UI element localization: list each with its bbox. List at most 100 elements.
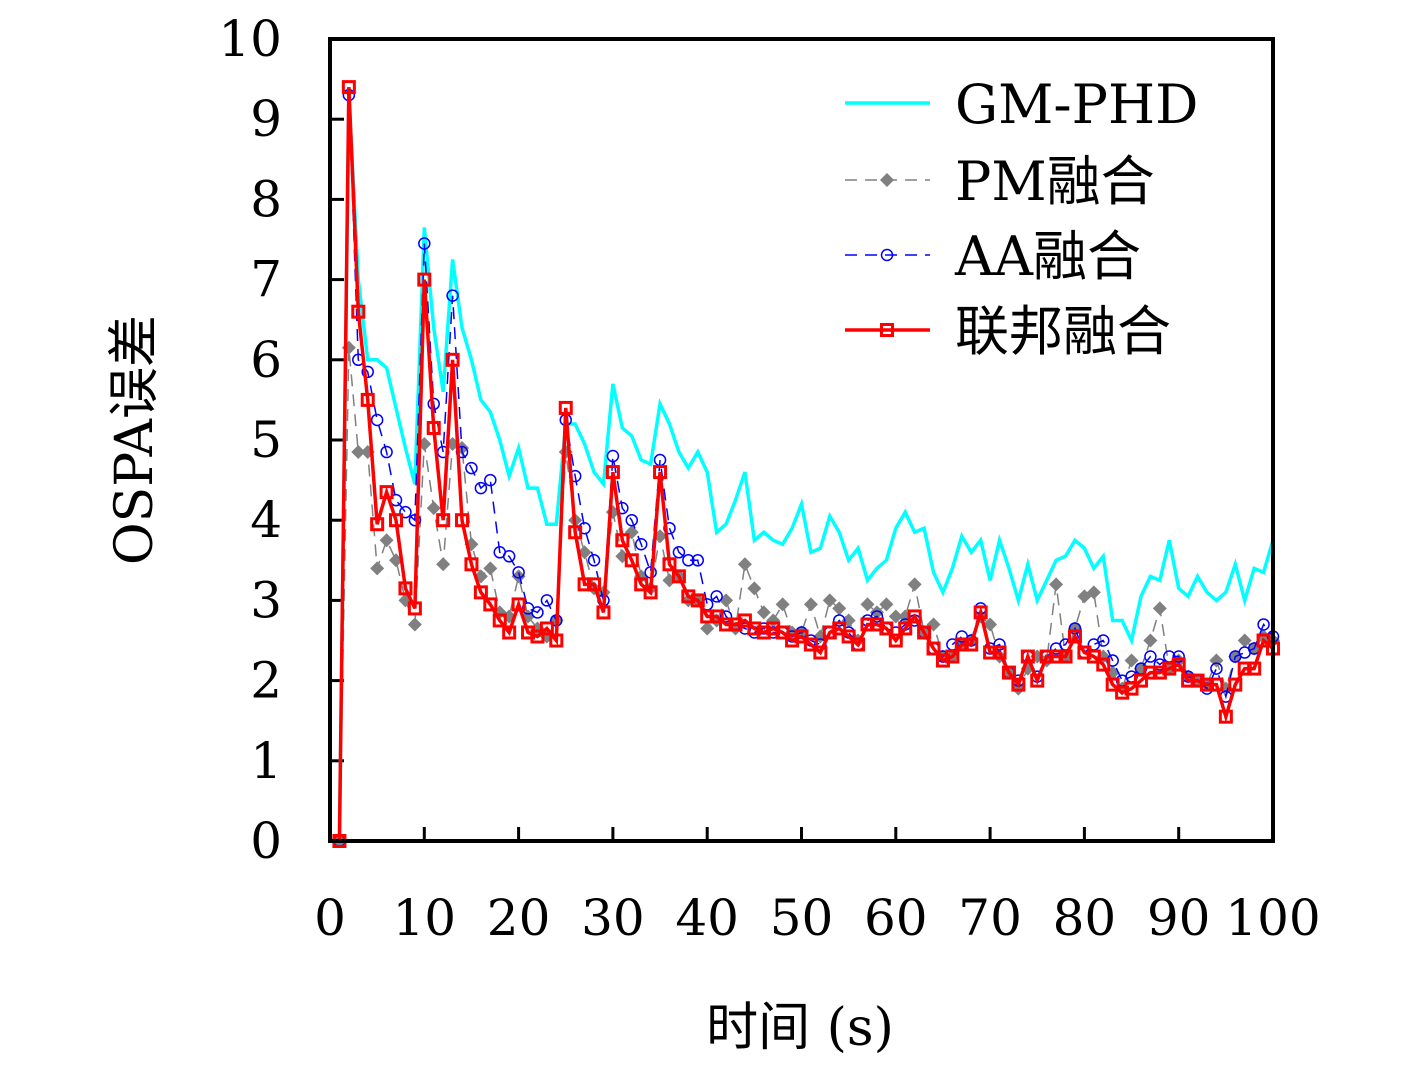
diamond-marker [869, 605, 884, 620]
square-marker [360, 392, 375, 407]
legend-label: AA融合 [954, 225, 1141, 288]
diamond-marker [351, 445, 366, 460]
square-marker [615, 533, 630, 548]
square-marker [803, 637, 818, 652]
square-marker [690, 593, 705, 608]
series-1 [337, 95, 1275, 842]
circle-marker [370, 413, 384, 427]
diamond-marker [775, 597, 790, 612]
square-marker [558, 400, 573, 415]
circle-marker [682, 554, 695, 567]
square-marker [1237, 661, 1252, 676]
axis-ticks: 0 10 20 30 40 50 60 70 80 90 100 0 1 2 3 4 5 6 7 8 9 10 [218, 10, 1320, 947]
square-marker [1181, 673, 1196, 688]
diamond-marker [832, 601, 847, 616]
square-marker [653, 465, 668, 480]
square-marker [794, 629, 809, 644]
y-tick-label: 7 [250, 251, 282, 309]
circle-marker [502, 550, 516, 563]
diamond-marker [379, 533, 394, 548]
diamond-marker [822, 593, 837, 608]
legend-label: 联邦融合 [955, 300, 1171, 363]
square-marker [1199, 677, 1214, 692]
square-marker [851, 637, 866, 652]
square-marker [643, 585, 658, 600]
x-tick-label: 100 [1225, 889, 1320, 947]
square-marker [370, 517, 385, 532]
y-tick-label: 5 [250, 411, 282, 469]
circle-marker [1097, 634, 1110, 647]
square-marker [1096, 657, 1111, 672]
diamond-marker [1152, 601, 1167, 616]
circle-marker [531, 606, 544, 619]
series-line [338, 347, 1274, 842]
circle-marker [880, 248, 894, 262]
square-marker [1058, 649, 1073, 664]
circle-marker [587, 554, 601, 567]
x-tick-label: 20 [487, 889, 551, 947]
square-marker [539, 621, 554, 636]
square-marker [1067, 629, 1082, 644]
square-marker [662, 557, 677, 572]
circle-marker [672, 546, 686, 559]
circle-marker [606, 449, 620, 463]
square-marker [341, 80, 356, 95]
series-line [337, 95, 1275, 842]
diamond-marker [737, 557, 752, 572]
diamond-marker [1237, 633, 1252, 648]
square-marker [502, 625, 517, 640]
circle-marker [361, 365, 374, 379]
diamond-marker [700, 621, 715, 636]
square-marker [464, 557, 479, 572]
x-tick-label: 0 [314, 889, 346, 947]
y-axis-label: OSPA误差 [105, 315, 165, 565]
square-marker [634, 577, 649, 592]
circle-marker [540, 594, 554, 607]
square-marker [511, 597, 526, 612]
circle-marker [512, 566, 525, 579]
square-marker [719, 617, 734, 632]
x-tick-label: 40 [675, 889, 739, 947]
square-marker [879, 621, 894, 636]
square-marker [832, 621, 847, 636]
diamond-marker [511, 569, 526, 584]
square-marker [568, 525, 583, 540]
square-marker [1256, 633, 1271, 648]
series-line [338, 95, 1274, 842]
circle-marker [408, 513, 422, 527]
circle-marker [1257, 618, 1270, 631]
square-marker [455, 513, 470, 528]
square-marker [1105, 677, 1120, 692]
square-marker [389, 513, 404, 528]
square-marker [1086, 649, 1101, 664]
diamond-marker [888, 609, 903, 624]
diamond-marker [747, 581, 762, 596]
legend-item: 联邦融合 [845, 300, 1171, 363]
circle-marker [663, 521, 676, 535]
y-tick-label: 6 [250, 331, 282, 389]
diamond-marker [879, 597, 894, 612]
square-marker [624, 553, 639, 568]
diamond-marker [1124, 653, 1139, 668]
square-marker [426, 420, 441, 435]
x-axis-label: 时间 (s) [706, 998, 894, 1058]
circle-marker [418, 237, 431, 250]
circle-marker [1144, 650, 1157, 663]
circle-marker [1210, 662, 1223, 675]
square-marker [1218, 709, 1233, 724]
legend-item: GM-PHD [845, 73, 1198, 136]
square-marker [417, 272, 432, 287]
square-marker [964, 637, 979, 652]
circle-marker [399, 505, 412, 519]
plot-frame [328, 37, 1275, 843]
diamond-marker [1049, 577, 1064, 592]
circle-marker [993, 638, 1006, 651]
square-marker [351, 304, 366, 319]
square-marker [1049, 649, 1064, 664]
x-tick-label: 80 [1053, 889, 1117, 947]
legend-item: PM融合 [845, 150, 1155, 213]
circle-marker [691, 554, 705, 567]
square-marker [1124, 681, 1139, 696]
